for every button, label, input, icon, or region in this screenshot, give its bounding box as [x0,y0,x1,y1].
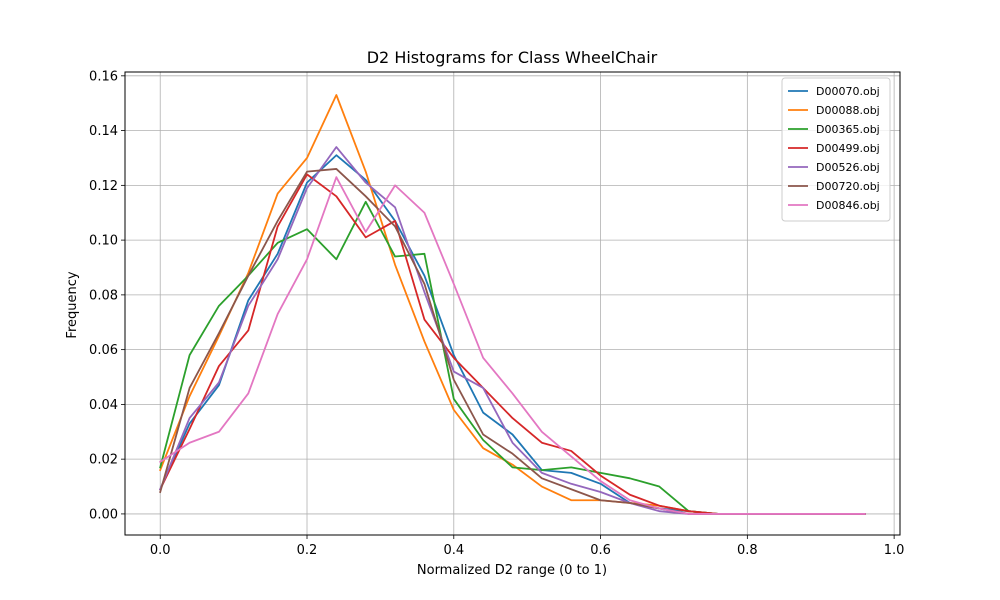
y-tick-label: 0.16 [89,69,118,84]
legend-label: D00070.obj [816,85,880,98]
x-tick-label: 0.8 [737,543,758,558]
y-tick-label: 0.14 [89,124,118,139]
legend-label: D00846.obj [816,199,880,212]
x-tick-label: 1.0 [884,543,905,558]
y-axis-label: Frequency [65,271,80,338]
y-tick-label: 0.10 [89,234,118,249]
y-tick-label: 0.12 [89,179,118,194]
chart-title: D2 Histograms for Class WheelChair [367,48,658,67]
series-lines [158,94,866,515]
x-tick-label: 0.2 [297,543,318,558]
legend-label: D00365.obj [816,123,880,136]
x-tick-label: 0.4 [443,543,464,558]
legend-label: D00526.obj [816,161,880,174]
series-line-d00846-obj [158,176,866,515]
legend-box [781,77,891,222]
y-tick-label: 0.02 [89,453,118,468]
axis-ticks: 0.0 0.2 0.4 0.6 0.8 1.0 0.00 0.02 0.04 0.06 0.08 0.… [89,69,904,558]
plot-area-frame [124,71,901,536]
x-axis-label: Normalized D2 range (0 to 1) [417,563,607,578]
grid-lines [125,72,900,535]
legend: D00070.obj D00088.obj D00365.obj D00499.obj… [781,77,891,222]
y-tick-label: 0.06 [89,343,118,358]
y-tick-label: 0.00 [89,507,118,522]
x-tick-label: 0.0 [150,543,171,558]
legend-label: D00499.obj [816,142,880,155]
legend-label: D00720.obj [816,180,880,193]
y-tick-label: 0.04 [89,398,118,413]
y-tick-label: 0.08 [89,288,118,303]
x-tick-label: 0.6 [590,543,611,558]
legend-label: D00088.obj [816,104,880,117]
